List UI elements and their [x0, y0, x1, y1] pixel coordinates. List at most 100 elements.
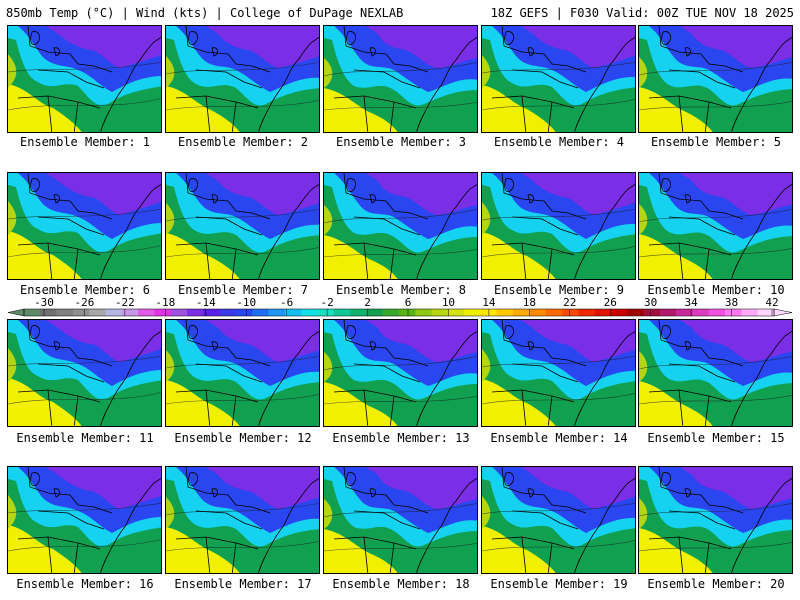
colorbar-segment — [252, 309, 269, 316]
ensemble-member-label: Ensemble Member: 16 — [16, 577, 154, 591]
colorbar-tick-label: 26 — [604, 296, 617, 309]
colorbar-segment — [333, 309, 351, 316]
colorbar-segment — [692, 309, 710, 316]
ensemble-member-label: Ensemble Member: 17 — [174, 577, 312, 591]
colorbar-outline — [23, 308, 775, 317]
colorbar-segment — [627, 309, 644, 316]
colorbar-segment — [594, 309, 612, 316]
colorbar-segment — [659, 309, 677, 316]
ensemble-member-label: Ensemble Member: 13 — [332, 431, 470, 445]
colorbar-tick-label: -18 — [155, 296, 175, 309]
ensemble-member-label: Ensemble Member: 10 — [647, 283, 785, 297]
colorbar-segment — [757, 309, 775, 316]
colorbar-tick-label: 34 — [684, 296, 698, 309]
colorbar-segment — [89, 309, 106, 316]
colorbar-segment — [415, 309, 432, 316]
colorbar-tick-label: -22 — [115, 296, 135, 309]
ensemble-map-panel — [638, 466, 793, 574]
colorbar-tick-label: 10 — [442, 296, 455, 309]
ensemble-member-label: Ensemble Member: 12 — [174, 431, 312, 445]
colorbar-segment — [545, 309, 563, 316]
colorbar-segment — [366, 309, 383, 316]
ensemble-member-label: Ensemble Member: 1 — [19, 135, 151, 149]
colorbar-segment — [464, 309, 481, 316]
colorbar-segment — [284, 309, 302, 316]
colorbar-segment — [138, 309, 155, 316]
colorbar-tick-label: 30 — [644, 296, 657, 309]
colorbar-tick-label: -30 — [34, 296, 54, 309]
ensemble-map-panel — [323, 172, 478, 280]
colorbar-segment — [301, 309, 318, 316]
colorbar-segment — [203, 309, 220, 316]
colorbar-segment — [235, 309, 253, 316]
colorbar-segment — [268, 309, 286, 316]
colorbar-tick-label: -2 — [320, 296, 333, 309]
ensemble-member-label: Ensemble Member: 8 — [335, 283, 467, 297]
colorbar-tick-label: -14 — [196, 296, 216, 309]
ensemble-member-label: Ensemble Member: 3 — [335, 135, 467, 149]
colorbar-segment — [56, 309, 74, 316]
colorbar-segment — [170, 309, 188, 316]
colorbar-segment — [610, 309, 628, 316]
colorbar-segment — [317, 309, 335, 316]
colorbar-segment — [187, 309, 204, 316]
colorbar-segment — [643, 309, 661, 316]
colorbar-segment — [121, 309, 139, 316]
ensemble-member-label: Ensemble Member: 5 — [650, 135, 782, 149]
ensemble-map-panel — [7, 25, 162, 133]
colorbar-segment — [431, 309, 449, 316]
colorbar-tick-label: 18 — [523, 296, 536, 309]
ensemble-member-label: Ensemble Member: 11 — [16, 431, 154, 445]
colorbar-segment — [725, 309, 742, 316]
ensemble-member-label: Ensemble Member: 15 — [647, 431, 785, 445]
colorbar-segment — [154, 309, 172, 316]
ensemble-map-panel — [7, 172, 162, 280]
ensemble-map-panel — [323, 319, 478, 427]
colorbar-tick-label: -10 — [236, 296, 256, 309]
ensemble-map-panel — [165, 25, 320, 133]
ensemble-map-panel — [323, 466, 478, 574]
colorbar-segment — [72, 309, 90, 316]
ensemble-member-label: Ensemble Member: 14 — [490, 431, 628, 445]
ensemble-map-panel — [323, 25, 478, 133]
ensemble-map-panel — [165, 172, 320, 280]
colorbar-segment — [447, 309, 465, 316]
map-title: 850mb Temp (°C) | Wind (kts) | College o… — [6, 6, 404, 20]
colorbar-segment — [578, 309, 595, 316]
colorbar-segment — [40, 309, 57, 316]
ensemble-map-panel — [481, 172, 636, 280]
ensemble-member-label: Ensemble Member: 7 — [177, 283, 309, 297]
colorbar-segment — [399, 309, 416, 316]
colorbar-left-arrow — [8, 308, 25, 317]
colorbar-segment — [350, 309, 367, 316]
ensemble-member-label: Ensemble Member: 20 — [647, 577, 785, 591]
colorbar-tick-label: 38 — [725, 296, 738, 309]
colorbar-segment — [105, 309, 123, 316]
ensemble-map-panel — [638, 25, 793, 133]
ensemble-member-label: Ensemble Member: 6 — [19, 283, 151, 297]
colorbar-tick-label: 6 — [405, 296, 412, 309]
ensemble-map-panel — [481, 319, 636, 427]
temperature-colorbar: -30 -26 -22 -18 -14 -10 -6 -2 2 6 10 14 18 22 26 30 34 38… — [8, 296, 792, 317]
ensemble-member-label: Ensemble Member: 18 — [332, 577, 470, 591]
colorbar-segment — [741, 309, 758, 316]
run-info: 18Z GEFS | F030 Valid: 00Z TUE NOV 18 20… — [490, 6, 794, 20]
colorbar-segment — [24, 309, 41, 316]
colorbar-segment — [562, 309, 579, 316]
ensemble-map-panel — [165, 466, 320, 574]
ensemble-map-panel — [481, 466, 636, 574]
colorbar-tick-label: -26 — [75, 296, 95, 309]
colorbar-tick-label: -6 — [280, 296, 293, 309]
colorbar-tick-label: 42 — [765, 296, 778, 309]
ensemble-member-label: Ensemble Member: 4 — [493, 135, 625, 149]
colorbar-right-arrow — [773, 308, 792, 317]
colorbar-tick-label: 22 — [563, 296, 576, 309]
ensemble-map-panel — [165, 319, 320, 427]
ensemble-map-panel — [638, 319, 793, 427]
colorbar-segment — [219, 309, 237, 316]
colorbar-segment — [676, 309, 693, 316]
ensemble-map-panel — [638, 172, 793, 280]
ensemble-member-label: Ensemble Member: 2 — [177, 135, 309, 149]
colorbar-tick-label: 2 — [364, 296, 371, 309]
colorbar-tick-label: 14 — [482, 296, 496, 309]
